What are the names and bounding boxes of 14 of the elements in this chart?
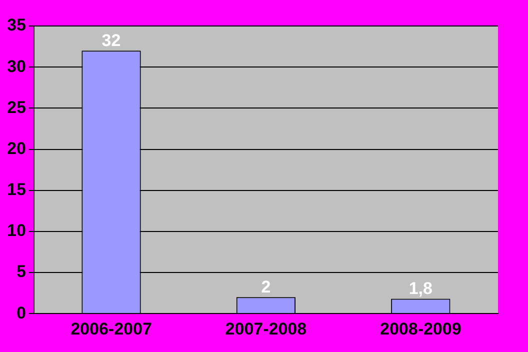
y-tick-label: 15 — [6, 180, 26, 200]
x-tick-label: 2007-2008 — [225, 319, 307, 338]
x-tick-label: 2008-2009 — [380, 319, 462, 338]
y-tick-label: 25 — [6, 98, 26, 117]
y-tick-label: 10 — [6, 221, 26, 240]
y-tick-label: 5 — [16, 262, 26, 282]
y-tick-label: 35 — [6, 16, 26, 35]
y-tick-label: 0 — [16, 303, 26, 322]
data-label: 1,8 — [408, 278, 432, 298]
data-label: 32 — [102, 30, 121, 50]
y-tick-label: 30 — [6, 56, 26, 76]
x-tick-label: 2006-2007 — [70, 319, 152, 338]
data-label: 2 — [261, 277, 271, 296]
y-tick-label: 20 — [6, 138, 26, 158]
